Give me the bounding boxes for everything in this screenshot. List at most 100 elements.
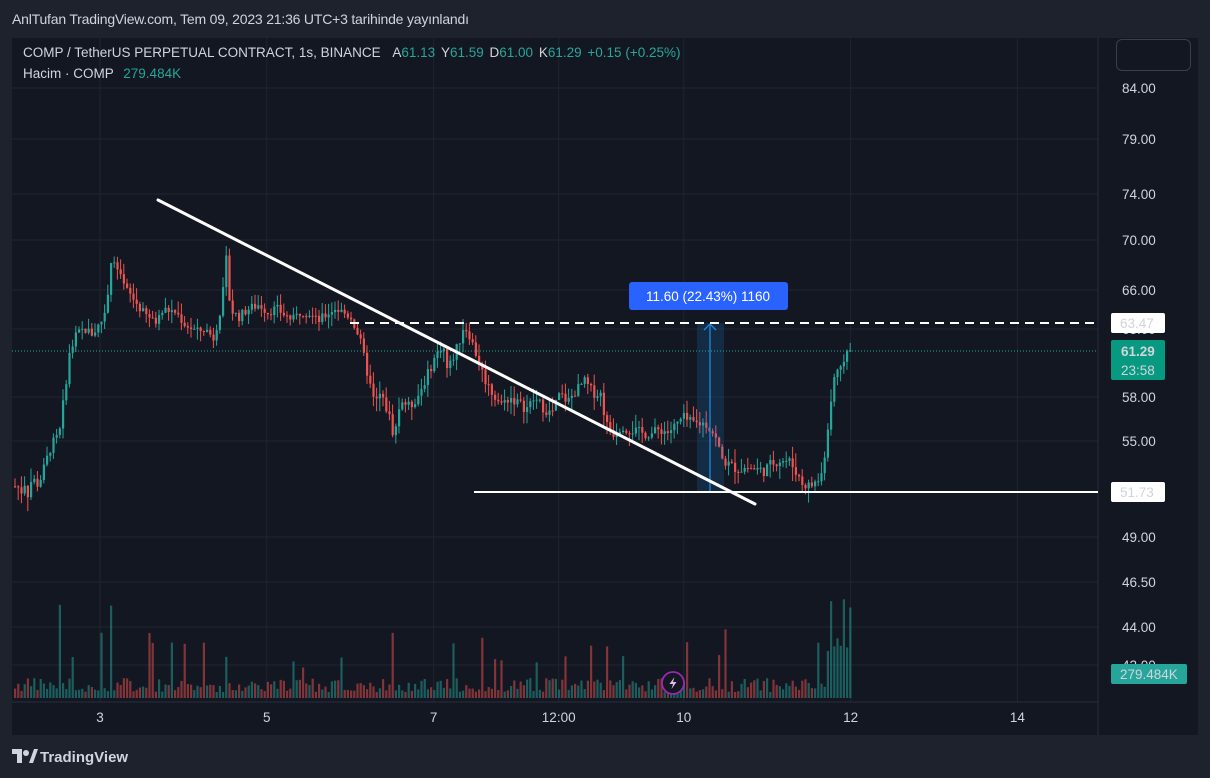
- lightning-icon[interactable]: [661, 671, 685, 695]
- candle-body: [583, 377, 586, 384]
- candle-body: [407, 401, 410, 405]
- candle-body: [218, 315, 221, 331]
- volume-bar: [590, 645, 593, 698]
- volume-bar: [554, 678, 557, 698]
- volume-bar: [302, 667, 305, 698]
- volume-bar: [266, 681, 269, 698]
- symbol-title[interactable]: COMP / TetherUS PERPETUAL CONTRACT, 1s, …: [23, 45, 381, 60]
- volume-bar: [14, 688, 17, 698]
- candle-body: [545, 412, 548, 415]
- volume-bar: [846, 647, 849, 698]
- volume-bar: [103, 688, 106, 698]
- volume-bar: [753, 680, 756, 698]
- candle-body: [164, 307, 167, 313]
- volume-bar: [462, 690, 465, 698]
- candle-body: [183, 322, 186, 327]
- candle-body: [641, 427, 644, 433]
- volume-bar: [663, 691, 666, 698]
- candle-body: [538, 399, 541, 401]
- volume-bar: [823, 686, 826, 698]
- volume-bar: [206, 685, 209, 698]
- candle-body: [78, 329, 81, 333]
- price-tick-label: 44.00: [1122, 620, 1156, 635]
- candle-body: [129, 287, 132, 294]
- candle-body: [698, 422, 701, 426]
- candle-body: [209, 329, 212, 335]
- volume-bar: [577, 685, 580, 698]
- candle-body: [161, 312, 164, 316]
- volume-bar: [74, 690, 77, 698]
- candle-body: [279, 304, 282, 313]
- volume-bar: [730, 681, 733, 698]
- volume-bar: [490, 688, 493, 698]
- candle-body: [167, 307, 170, 313]
- candle-body: [74, 332, 77, 347]
- candle-body: [356, 327, 359, 335]
- chart-panel[interactable]: 11.60 (22.43%) 1160 84.00 79.00 74.00 70.00…: [12, 38, 1198, 735]
- candle-body: [506, 400, 509, 403]
- time-tick-label: 5: [263, 710, 271, 725]
- candle-body: [266, 312, 269, 315]
- candle-body: [737, 471, 740, 473]
- close-value: 61.29: [547, 45, 582, 60]
- volume-bar: [487, 687, 490, 698]
- price-tick-label: 84.00: [1122, 81, 1156, 96]
- candle-body: [826, 429, 829, 458]
- candle-body: [753, 468, 756, 470]
- candle-body: [567, 398, 570, 402]
- volume-bar: [234, 690, 237, 698]
- volume-bar: [394, 690, 397, 698]
- volume-bar: [273, 681, 276, 698]
- volume-bar: [833, 646, 836, 698]
- volume-bar: [378, 688, 381, 698]
- candle-body: [257, 305, 260, 309]
- candle-body: [292, 314, 295, 320]
- volume-bar: [769, 691, 772, 698]
- volume-bar: [385, 690, 388, 698]
- candle-body: [574, 395, 577, 397]
- volume-bar: [839, 645, 842, 698]
- volume-bar: [526, 679, 529, 698]
- volume-bar: [343, 689, 346, 698]
- price-tick-label: 79.00: [1122, 132, 1156, 147]
- candle-body: [436, 351, 439, 359]
- candle-body: [324, 313, 327, 318]
- volume-label[interactable]: Hacim · COMP: [23, 66, 114, 81]
- candle-body: [686, 412, 689, 420]
- tradingview-logo-icon: [12, 749, 38, 763]
- candle-body: [250, 303, 253, 310]
- candle-body: [286, 315, 289, 317]
- volume-bar: [698, 690, 701, 698]
- volume-bar: [762, 680, 765, 698]
- candle-body: [660, 429, 663, 435]
- volume-bar: [241, 690, 244, 698]
- candlestick-chart[interactable]: 11.60 (22.43%) 1160 84.00 79.00 74.00 70.00…: [12, 38, 1198, 735]
- volume-bar: [126, 678, 129, 698]
- volume-bar: [142, 686, 145, 698]
- candle-body: [71, 346, 74, 353]
- volume-bar: [737, 691, 740, 698]
- volume-bar: [423, 678, 426, 698]
- candle-body: [113, 262, 116, 264]
- volume-bar: [519, 681, 522, 698]
- volume-bar: [458, 691, 461, 698]
- candle-body: [494, 394, 497, 400]
- candle-body: [68, 352, 71, 385]
- volume-bar: [340, 657, 343, 698]
- volume-bar: [804, 679, 807, 698]
- candle-body: [103, 312, 106, 322]
- candle-body: [782, 461, 785, 463]
- candle-body: [657, 427, 660, 430]
- volume-bar: [500, 660, 503, 698]
- volume-bar: [33, 678, 36, 698]
- chart-controls-box[interactable]: [1116, 39, 1191, 71]
- candle-body: [695, 420, 698, 423]
- volume-bar: [622, 656, 625, 698]
- volume-bar: [686, 642, 689, 698]
- volume-bar: [801, 680, 804, 698]
- volume-bar: [513, 680, 516, 698]
- candle-body: [586, 377, 589, 384]
- volume-bar: [119, 685, 122, 698]
- volume-bar: [196, 685, 199, 698]
- volume-bar: [756, 678, 759, 698]
